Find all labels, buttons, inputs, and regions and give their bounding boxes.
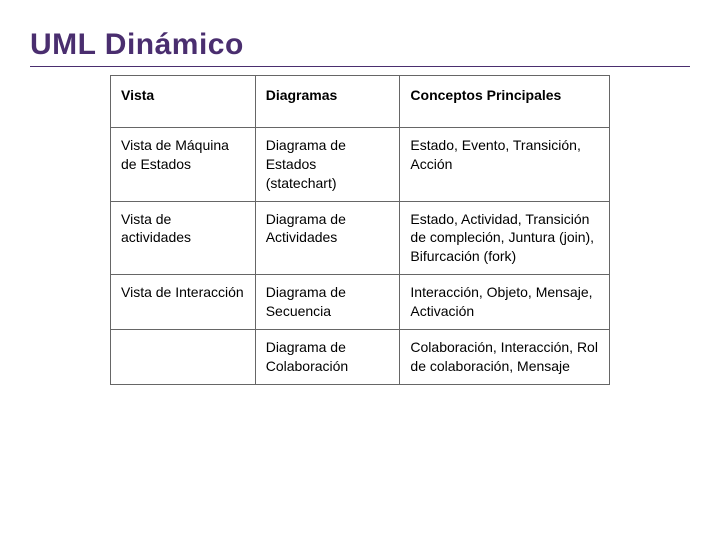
table-row: Vista de actividades Diagrama de Activid…: [111, 201, 610, 275]
table-header-row: Vista Diagramas Conceptos Principales: [111, 76, 610, 128]
table-row: Vista de Máquina de Estados Diagrama de …: [111, 127, 610, 201]
page-title: UML Dinámico: [30, 28, 690, 67]
cell-diagrama: Diagrama de Secuencia: [255, 275, 400, 330]
cell-vista: [111, 330, 256, 385]
cell-conceptos: Interacción, Objeto, Mensaje, Activación: [400, 275, 610, 330]
table-row: Vista de Interacción Diagrama de Secuenc…: [111, 275, 610, 330]
cell-diagrama: Diagrama de Estados (statechart): [255, 127, 400, 201]
table-row: Diagrama de Colaboración Colaboración, I…: [111, 330, 610, 385]
table-container: Vista Diagramas Conceptos Principales Vi…: [30, 75, 690, 385]
col-header-conceptos: Conceptos Principales: [400, 76, 610, 128]
cell-vista: Vista de Interacción: [111, 275, 256, 330]
uml-dynamic-table: Vista Diagramas Conceptos Principales Vi…: [110, 75, 610, 385]
cell-diagrama: Diagrama de Actividades: [255, 201, 400, 275]
cell-conceptos: Estado, Actividad, Transición de complec…: [400, 201, 610, 275]
cell-conceptos: Colaboración, Interacción, Rol de colabo…: [400, 330, 610, 385]
cell-diagrama: Diagrama de Colaboración: [255, 330, 400, 385]
col-header-diagramas: Diagramas: [255, 76, 400, 128]
cell-conceptos: Estado, Evento, Transición, Acción: [400, 127, 610, 201]
cell-vista: Vista de actividades: [111, 201, 256, 275]
col-header-vista: Vista: [111, 76, 256, 128]
cell-vista: Vista de Máquina de Estados: [111, 127, 256, 201]
